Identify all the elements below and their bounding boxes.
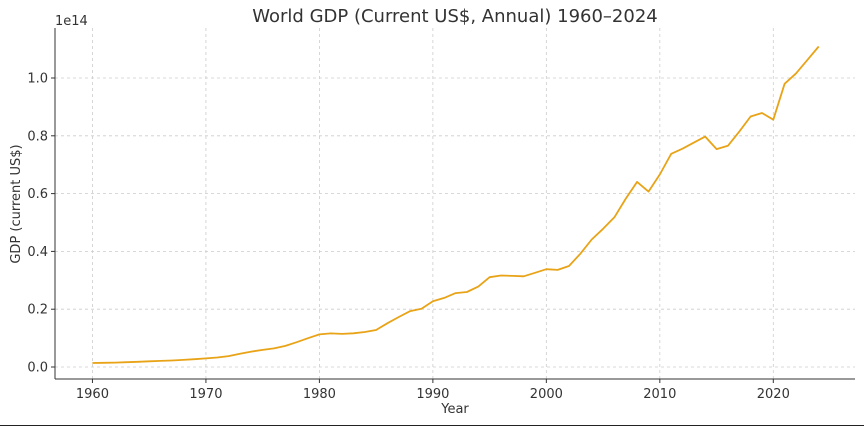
y-axis-label: GDP (current US$) — [9, 144, 24, 263]
y-tick-label: 0.4 — [27, 245, 48, 260]
x-tick-label: 2000 — [530, 387, 563, 402]
x-tick-label: 1970 — [189, 387, 222, 402]
x-tick-label: 1960 — [76, 387, 109, 402]
x-tick-label: 2010 — [643, 387, 676, 402]
x-tick-label: 1980 — [303, 387, 336, 402]
x-axis-label: Year — [440, 402, 469, 417]
y-tick-label: 1.0 — [27, 71, 48, 86]
y-tick-label: 0.2 — [27, 303, 48, 318]
series-line-world-gdp — [92, 45, 820, 364]
chart-title: World GDP (Current US$, Annual) 1960–202… — [252, 6, 657, 27]
y-tick-label: 0.0 — [27, 361, 48, 376]
y-tick-label: 0.8 — [27, 129, 48, 144]
x-tick-label: 2020 — [757, 387, 790, 402]
x-tick-label: 1990 — [416, 387, 449, 402]
y-tick-label: 0.6 — [27, 187, 48, 202]
y-offset-label: 1e14 — [55, 14, 88, 29]
